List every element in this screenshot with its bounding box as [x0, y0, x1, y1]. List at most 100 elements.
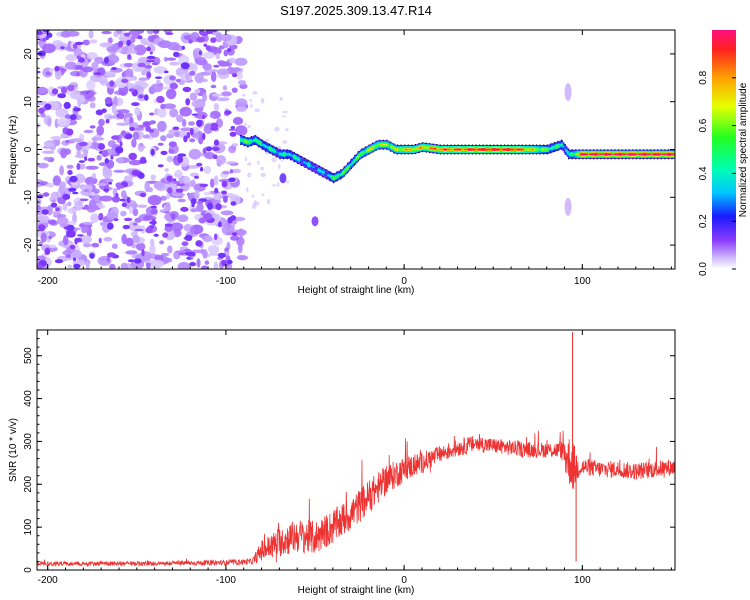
- noise-blob: [141, 249, 145, 257]
- signal-track-segment: [456, 148, 459, 151]
- noise-blob: [153, 233, 159, 237]
- signal-track-edge: [347, 162, 349, 164]
- noise-blob: [221, 180, 228, 188]
- signal-track-edge: [286, 149, 288, 151]
- noise-blob: [47, 219, 57, 225]
- noise-blob: [211, 236, 223, 246]
- noise-blob: [113, 218, 119, 222]
- signal-track-segment: [617, 153, 620, 156]
- noise-blob: [274, 126, 280, 132]
- signal-track-segment: [662, 153, 665, 156]
- signal-track-edge: [532, 144, 534, 146]
- signal-track-segment: [632, 153, 635, 156]
- signal-track-segment: [438, 148, 441, 151]
- noise-blob: [234, 57, 248, 66]
- noise-blob: [111, 196, 121, 203]
- signal-track-edge: [543, 153, 545, 155]
- signal-track-edge: [350, 167, 352, 169]
- signal-track-edge: [439, 144, 441, 146]
- noise-blob: [282, 110, 289, 114]
- signal-track-edge: [282, 149, 285, 151]
- signal-track-edge: [582, 158, 584, 160]
- noise-blob: [230, 201, 237, 206]
- signal-track-segment: [531, 148, 534, 151]
- signal-track-segment: [511, 148, 514, 151]
- signal-track-segment: [559, 144, 562, 146]
- noise-blob: [126, 196, 131, 204]
- noise-blob: [113, 169, 126, 173]
- signal-track-segment: [620, 153, 623, 156]
- signal-track-segment: [324, 172, 327, 175]
- noise-blob: [230, 215, 237, 221]
- signal-track-segment: [418, 147, 421, 149]
- noise-blob: [229, 131, 237, 137]
- noise-blob: [134, 107, 141, 116]
- noise-blob: [63, 148, 72, 155]
- noise-blob: [48, 244, 57, 249]
- noise-blob: [86, 79, 96, 91]
- signal-track-segment: [521, 148, 524, 151]
- signal-track-edge: [486, 144, 488, 146]
- noise-blob: [237, 80, 247, 85]
- signal-track-edge: [478, 144, 481, 146]
- noise-blob: [134, 258, 142, 264]
- noise-blob: [157, 142, 164, 146]
- signal-track-segment: [649, 153, 652, 156]
- noise-blob: [98, 205, 106, 209]
- noise-blob: [198, 217, 207, 224]
- signal-track-edge: [446, 153, 449, 155]
- signal-track-edge: [322, 176, 324, 178]
- signal-track-edge: [382, 139, 384, 141]
- signal-track-segment: [475, 148, 478, 151]
- signal-track-segment: [388, 145, 391, 147]
- noise-blob: [181, 118, 187, 127]
- signal-track-segment: [578, 153, 581, 156]
- signal-track-edge: [311, 161, 313, 163]
- noise-blob: [59, 165, 64, 176]
- signal-track-edge: [550, 152, 552, 154]
- signal-track-edge: [653, 158, 655, 160]
- noise-blob: [175, 188, 184, 193]
- snr-plot-area: [37, 330, 675, 570]
- signal-track-segment: [622, 153, 625, 156]
- noise-blob: [83, 243, 92, 248]
- signal-track-edge: [261, 148, 263, 150]
- signal-track-segment: [387, 144, 390, 146]
- signal-track-segment: [338, 174, 341, 176]
- noise-blob: [120, 210, 127, 217]
- noise-blob: [177, 214, 189, 223]
- signal-track-segment: [495, 148, 498, 151]
- noise-blob: [42, 150, 55, 154]
- noise-blob: [65, 139, 69, 144]
- signal-track-edge: [272, 145, 274, 147]
- noise-blob: [123, 32, 131, 37]
- noise-blob: [89, 125, 96, 129]
- noise-blob: [101, 149, 109, 158]
- signal-track-segment: [321, 171, 324, 173]
- y-tick-label: 500: [23, 347, 34, 364]
- noise-blob: [202, 51, 215, 59]
- signal-track-edge: [404, 153, 406, 155]
- signal-track-segment: [258, 142, 261, 144]
- signal-track-segment: [523, 148, 526, 151]
- noise-blob: [74, 41, 84, 46]
- noise-blob: [205, 45, 212, 51]
- signal-track-edge: [414, 144, 417, 146]
- signal-track-segment: [441, 148, 444, 151]
- noise-blob: [285, 128, 289, 132]
- noise-blob: [79, 198, 89, 202]
- noise-blob: [239, 83, 248, 89]
- noise-blob: [260, 166, 264, 171]
- noise-blob: [111, 135, 120, 140]
- signal-track-segment: [540, 148, 544, 151]
- signal-track-edge: [418, 152, 420, 154]
- signal-track-edge: [393, 143, 395, 145]
- noise-blob: [138, 94, 144, 99]
- noise-blob: [138, 77, 150, 81]
- noise-blob: [171, 213, 176, 220]
- signal-track-segment: [596, 153, 599, 156]
- signal-track-segment: [325, 173, 328, 176]
- noise-blob: [160, 135, 167, 142]
- spectrogram-feature: [279, 173, 287, 184]
- noise-blob: [231, 87, 238, 93]
